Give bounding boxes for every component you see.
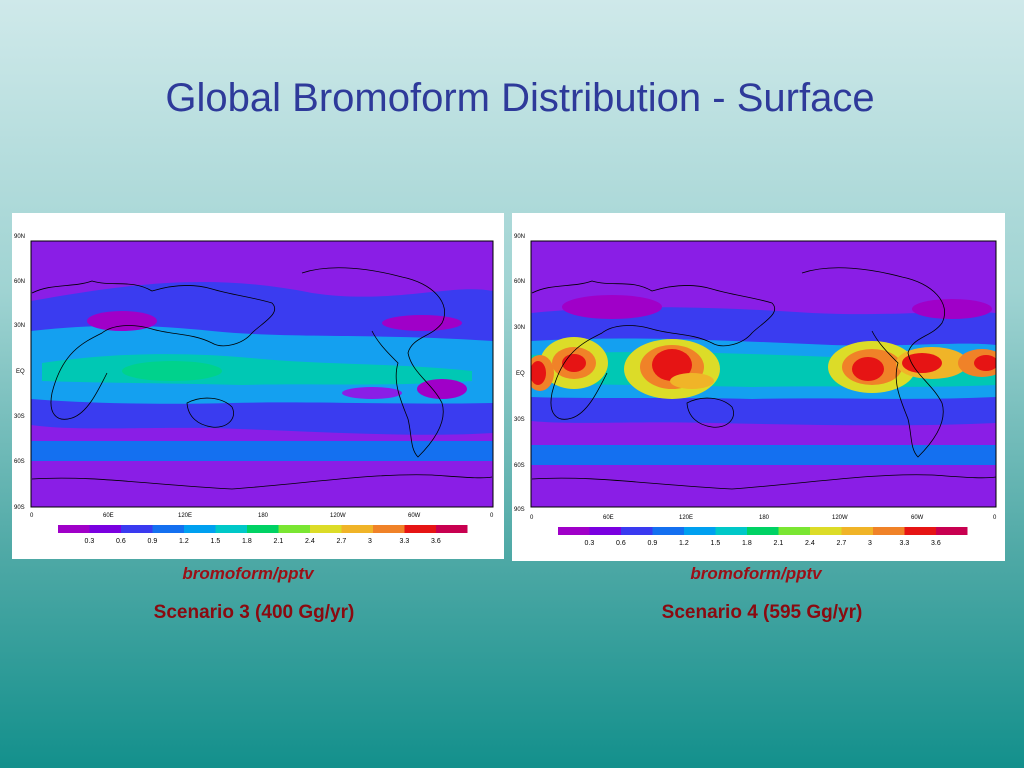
svg-text:EQ: EQ bbox=[16, 369, 25, 375]
scale-label: 0.3 bbox=[85, 538, 95, 545]
svg-text:60N: 60N bbox=[14, 279, 25, 285]
scale-swatch bbox=[58, 525, 90, 533]
concentration-field bbox=[31, 241, 493, 507]
bromoform-map-scenario-3: 90N 60N 30N EQ 30S 60S 90S 0 60E 120E 18… bbox=[14, 234, 494, 545]
svg-text:EQ: EQ bbox=[516, 371, 525, 377]
scale-label: 2.7 bbox=[337, 538, 347, 545]
scale-label: 2.4 bbox=[805, 540, 815, 547]
scale-label: 2.1 bbox=[774, 540, 784, 547]
svg-text:90N: 90N bbox=[514, 234, 525, 240]
svg-text:0: 0 bbox=[993, 515, 997, 521]
scale-label: 0.6 bbox=[116, 538, 126, 545]
scale-swatch bbox=[89, 525, 121, 533]
scale-swatch bbox=[778, 527, 810, 535]
scale-label: 0.9 bbox=[648, 540, 658, 547]
scale-label: 3.3 bbox=[400, 538, 410, 545]
longitude-labels: 0 60E 120E 180 120W 60W 0 bbox=[530, 515, 997, 521]
svg-text:120W: 120W bbox=[330, 513, 346, 519]
scale-label: 1.5 bbox=[211, 538, 221, 545]
scale-swatch bbox=[684, 527, 716, 535]
scenario-caption-4: Scenario 4 (595 Gg/yr) bbox=[661, 602, 863, 623]
latitude-labels: 90N 60N 30N EQ 30S 60S 90S bbox=[514, 234, 525, 513]
scale-swatch bbox=[936, 527, 968, 535]
scale-swatch bbox=[558, 527, 590, 535]
scale-label: 1.8 bbox=[242, 538, 252, 545]
svg-text:60E: 60E bbox=[603, 515, 614, 521]
svg-text:0: 0 bbox=[490, 513, 494, 519]
svg-text:60W: 60W bbox=[408, 513, 421, 519]
scale-swatch bbox=[341, 525, 373, 533]
scale-label: 1.2 bbox=[179, 538, 189, 545]
svg-text:0: 0 bbox=[30, 513, 34, 519]
svg-text:120E: 120E bbox=[178, 513, 192, 519]
scale-swatch bbox=[404, 525, 436, 533]
svg-text:90S: 90S bbox=[514, 507, 525, 513]
slide-title: Global Bromoform Distribution - Surface bbox=[165, 76, 875, 120]
svg-text:30N: 30N bbox=[14, 323, 25, 329]
scale-label: 1.8 bbox=[742, 540, 752, 547]
scale-swatch bbox=[621, 527, 653, 535]
scale-label: 0.9 bbox=[148, 538, 158, 545]
scale-swatch bbox=[184, 525, 216, 533]
scale-swatch bbox=[152, 525, 184, 533]
svg-text:120E: 120E bbox=[679, 515, 693, 521]
latitude-labels: 90N 60N 30N EQ 30S 60S 90S bbox=[14, 234, 25, 511]
map-panel-scenario-3: 90N 60N 30N EQ 30S 60S 90S 0 60E 120E 18… bbox=[12, 213, 504, 559]
scale-swatch bbox=[589, 527, 621, 535]
svg-text:30S: 30S bbox=[14, 414, 25, 420]
scale-swatch bbox=[373, 525, 405, 533]
svg-text:30N: 30N bbox=[514, 325, 525, 331]
scale-label: 3 bbox=[368, 538, 372, 545]
coastlines bbox=[531, 267, 996, 490]
scale-swatch bbox=[841, 527, 873, 535]
units-caption-scenario-3: bromoform/pptv bbox=[182, 564, 314, 583]
scale-swatch bbox=[810, 527, 842, 535]
svg-text:60S: 60S bbox=[14, 459, 25, 465]
scale-label: 1.5 bbox=[711, 540, 721, 547]
scale-label: 3 bbox=[868, 540, 872, 547]
longitude-labels: 0 60E 120E 180 120W 60W 0 bbox=[30, 513, 494, 519]
scale-label: 2.4 bbox=[305, 538, 315, 545]
svg-text:60W: 60W bbox=[911, 515, 924, 521]
svg-text:30S: 30S bbox=[514, 417, 525, 423]
scale-label: 3.6 bbox=[931, 540, 941, 547]
coastlines bbox=[31, 267, 493, 490]
svg-text:180: 180 bbox=[258, 513, 269, 519]
scale-swatch bbox=[652, 527, 684, 535]
svg-text:90S: 90S bbox=[14, 505, 25, 511]
scale-swatch bbox=[121, 525, 153, 533]
scale-label: 2.1 bbox=[274, 538, 284, 545]
scale-label: 2.7 bbox=[837, 540, 847, 547]
bromoform-map-scenario-4: 90N 60N 30N EQ 30S 60S 90S 0 60E 120E 18… bbox=[514, 234, 997, 547]
svg-text:180: 180 bbox=[759, 515, 770, 521]
svg-text:120W: 120W bbox=[832, 515, 848, 521]
scale-swatch bbox=[747, 527, 779, 535]
svg-text:90N: 90N bbox=[14, 234, 25, 240]
scale-label: 1.2 bbox=[679, 540, 689, 547]
svg-text:60N: 60N bbox=[514, 279, 525, 285]
scale-label: 3.6 bbox=[431, 538, 441, 545]
scale-swatch bbox=[247, 525, 279, 533]
svg-text:0: 0 bbox=[530, 515, 534, 521]
color-scale-bar: 0.3 0.6 0.9 1.2 1.5 1.8 2.1 2.4 2.7 3 3.3 3.6 bbox=[558, 527, 968, 547]
color-scale-bar: 0.3 0.6 0.9 1.2 1.5 1.8 2.1 2.4 2.7 3 3.3 3.6 bbox=[58, 525, 468, 545]
scale-swatch bbox=[715, 527, 747, 535]
scenario-caption-3: Scenario 3 (400 Gg/yr) bbox=[153, 602, 355, 623]
scale-swatch bbox=[873, 527, 905, 535]
scale-swatch bbox=[215, 525, 247, 533]
scale-label: 0.6 bbox=[616, 540, 626, 547]
svg-text:60E: 60E bbox=[103, 513, 114, 519]
scale-swatch bbox=[278, 525, 310, 533]
svg-text:60S: 60S bbox=[514, 463, 525, 469]
scale-label: 0.3 bbox=[585, 540, 595, 547]
scale-swatch bbox=[310, 525, 342, 533]
units-caption-scenario-4: bromoform/pptv bbox=[690, 564, 822, 583]
scale-label: 3.3 bbox=[900, 540, 910, 547]
scale-swatch bbox=[436, 525, 468, 533]
map-panel-scenario-4: 90N 60N 30N EQ 30S 60S 90S 0 60E 120E 18… bbox=[512, 213, 1005, 561]
concentration-field bbox=[531, 241, 996, 507]
scale-swatch bbox=[904, 527, 936, 535]
